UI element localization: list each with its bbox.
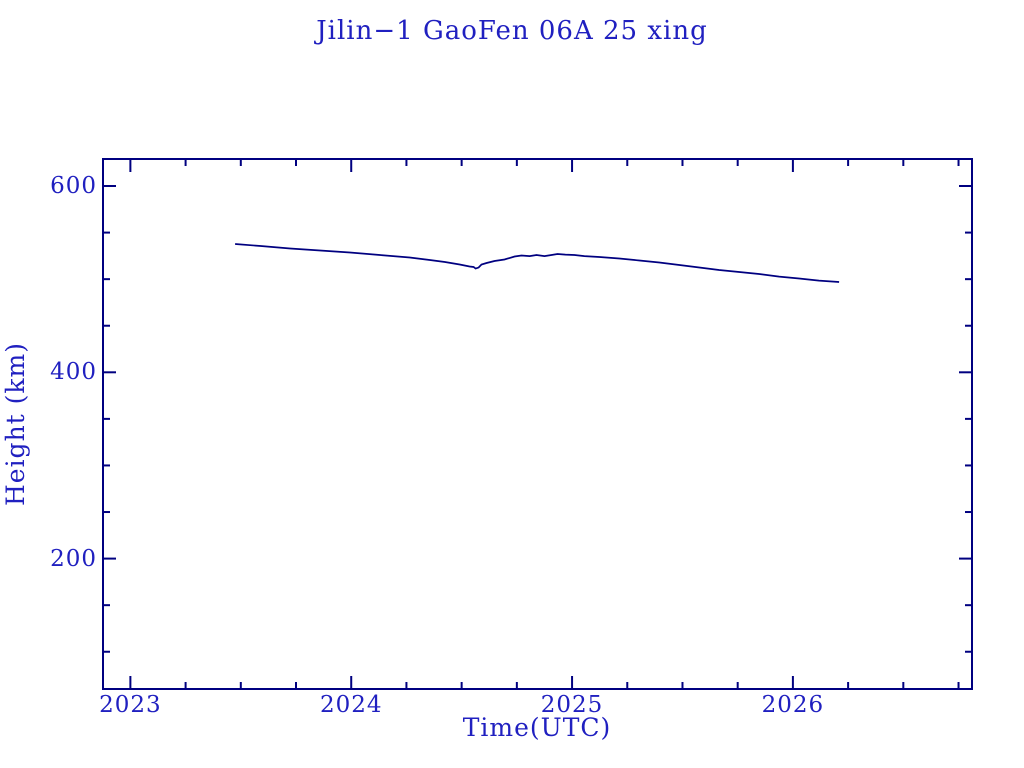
x-tick-label: 2023 [99, 692, 162, 718]
x-axis-label: Time(UTC) [462, 713, 612, 742]
chart-title: Jilin−1 GaoFen 06A 25 xing [316, 16, 708, 46]
y-tick-label: 200 [50, 545, 97, 572]
x-tick-label: 2025 [540, 692, 604, 718]
axes-frame [102, 158, 973, 690]
height-series-line [235, 243, 840, 283]
x-tick-label: 2024 [319, 692, 383, 718]
y-tick-label: 400 [50, 359, 97, 386]
y-tick-label: 600 [50, 173, 97, 199]
x-tick-label: 2026 [761, 692, 825, 718]
